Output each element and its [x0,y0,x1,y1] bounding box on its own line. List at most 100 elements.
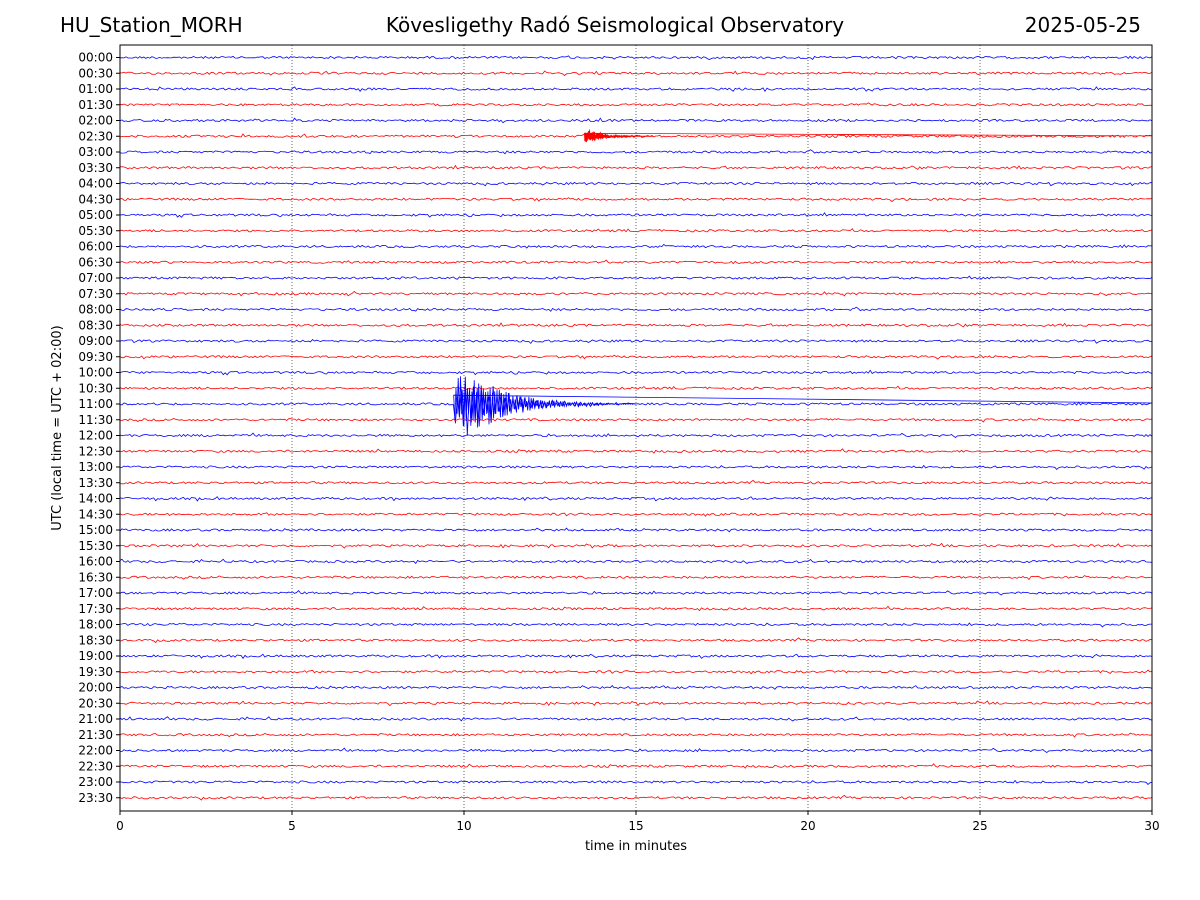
y-tick-label: 19:30 [78,665,113,679]
trace-1830 [119,637,1153,644]
trace-0930 [119,354,1153,360]
trace-0630 [119,259,1153,265]
x-tick-label: 30 [1144,819,1159,833]
y-tick-label: 22:30 [78,759,113,773]
y-tick-label: 23:30 [78,791,113,805]
trace-0730 [119,290,1153,297]
trace-0200 [119,117,1153,124]
trace-1630 [119,575,1153,581]
trace-1300 [119,464,1153,470]
y-tick-label: 04:00 [78,177,113,191]
trace-1600 [119,558,1153,565]
y-tick-label: 17:30 [78,602,113,616]
y-tick-label: 11:30 [78,413,113,427]
y-tick-label: 15:00 [78,523,113,537]
y-tick-label: 23:00 [78,775,113,789]
x-tick-label: 15 [628,819,643,833]
trace-1330 [119,479,1153,485]
y-tick-label: 09:30 [78,350,113,364]
trace-1430 [119,512,1153,517]
observatory-title: Kövesligethy Radó Seismological Observat… [385,13,845,37]
trace-2130 [119,732,1153,738]
y-tick-label: 03:00 [78,145,113,159]
trace-1200 [119,432,1153,438]
y-tick-label: 06:30 [78,255,113,269]
y-tick-label: 15:30 [78,539,113,553]
trace-0700 [119,275,1153,281]
y-tick-label: 18:30 [78,633,113,647]
y-tick-label: 10:30 [78,381,113,395]
x-tick-label: 20 [800,819,815,833]
trace-0000 [120,55,1153,61]
x-tick-label: 5 [288,819,296,833]
trace-0330 [119,164,1153,170]
y-tick-label: 22:00 [78,744,113,758]
trace-1100 [119,376,1153,436]
y-tick-label: 19:00 [78,649,113,663]
trace-0500 [119,212,1153,218]
trace-1700 [119,590,1153,596]
trace-1900 [119,653,1153,660]
trace-0400 [119,181,1153,187]
record-date: 2025-05-25 [1024,13,1141,37]
x-axis: 0 5 10 15 20 25 30 [116,811,1160,833]
y-tick-label: 18:00 [78,618,113,632]
trace-1230 [120,448,1153,454]
trace-2300 [119,779,1153,785]
seismogram-traces [119,55,1153,801]
trace-0430 [119,197,1153,203]
y-tick-label: 02:00 [78,114,113,128]
y-tick-label: 00:30 [78,66,113,80]
y-tick-label: 08:00 [78,303,113,317]
x-axis-label: time in minutes [585,839,687,854]
trace-0030 [119,70,1153,77]
y-tick-label: 05:30 [78,224,113,238]
trace-1130 [119,417,1153,423]
y-tick-label: 14:00 [78,492,113,506]
trace-0530 [119,228,1153,233]
trace-0900 [119,339,1153,344]
y-tick-label: 17:00 [78,586,113,600]
station-name: HU_Station_MORH [60,13,243,37]
y-tick-label: 21:30 [78,728,113,742]
trace-0300 [119,149,1153,155]
vertical-gridlines [291,45,981,811]
y-tick-label: 20:00 [78,681,113,695]
trace-2030 [119,700,1153,707]
y-tick-label: 02:30 [78,129,113,143]
y-tick-label: 08:30 [78,318,113,332]
y-tick-label: 16:30 [78,570,113,584]
trace-2230 [119,763,1153,769]
trace-1400 [119,496,1153,502]
y-tick-label: 13:30 [78,476,113,490]
trace-0100 [119,86,1153,93]
y-axis-label: UTC (local time = UTC + 02:00) [50,325,65,530]
y-tick-label: 09:00 [78,334,113,348]
y-tick-label: 06:00 [78,240,113,254]
y-tick-label: 11:00 [78,397,113,411]
y-tick-label: 20:30 [78,696,113,710]
y-tick-label: 07:00 [78,271,113,285]
y-tick-label: 03:30 [78,161,113,175]
y-tick-label: 01:30 [78,98,113,112]
y-tick-label: 05:00 [78,208,113,222]
x-tick-label: 10 [456,819,471,833]
trace-0600 [119,243,1153,249]
trace-1800 [119,622,1152,628]
trace-1730 [119,605,1153,612]
trace-1030 [119,385,1153,390]
y-tick-label: 12:30 [78,444,113,458]
trace-1000 [119,369,1153,376]
trace-2330 [119,794,1153,801]
y-tick-label: 21:00 [78,712,113,726]
y-tick-label: 10:00 [78,366,113,380]
trace-2100 [119,716,1153,722]
trace-0130 [119,102,1153,107]
y-tick-label: 00:00 [78,51,113,65]
trace-1930 [119,669,1153,675]
y-tick-label: 13:00 [78,460,113,474]
y-tick-label: 14:30 [78,507,113,521]
x-tick-label: 25 [972,819,987,833]
